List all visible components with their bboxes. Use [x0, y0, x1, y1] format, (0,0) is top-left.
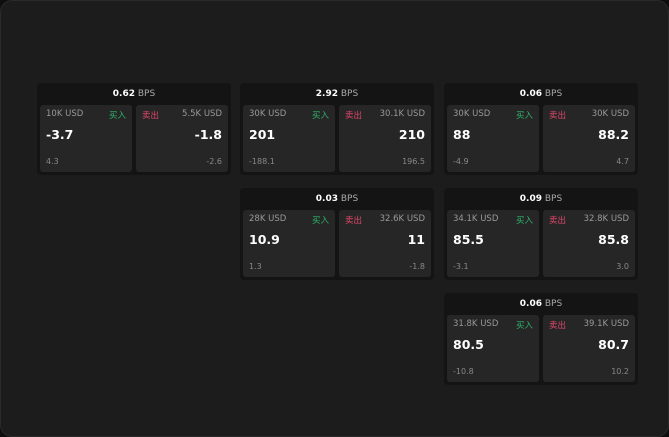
sell-panel[interactable]: 卖出 30.1K USD 210 196.5: [339, 105, 431, 172]
bid-size: 28K USD: [249, 214, 287, 224]
spread-header: 0.09 BPS: [444, 188, 638, 210]
quote-card: 0.62 BPS 10K USD 买入 -3.7 4.3 卖出 5.5K USD -…: [37, 83, 231, 175]
spread-value: 0.62: [112, 89, 135, 99]
bid-price: 10.9: [249, 232, 280, 247]
buy-panel[interactable]: 28K USD 买入 10.9 1.3: [243, 210, 335, 277]
buy-label: 买入: [515, 216, 533, 226]
quote-card: 0.03 BPS 28K USD 买入 10.9 1.3 卖出 32.6K USD …: [240, 188, 434, 280]
spread-unit: BPS: [340, 194, 359, 204]
bid-size: 34.1K USD: [453, 214, 499, 224]
ask-price: 88.2: [598, 127, 629, 142]
ask-size: 30.1K USD: [379, 109, 425, 119]
bid-price: 88: [453, 127, 471, 142]
bid-change: 4.3: [46, 157, 59, 166]
sell-label: 卖出: [345, 216, 363, 226]
bid-change: 1.3: [249, 262, 262, 271]
buy-panel[interactable]: 30K USD 买入 201 -188.1: [243, 105, 335, 172]
sell-label: 卖出: [549, 111, 567, 121]
spread-value: 0.09: [519, 194, 542, 204]
ask-change: 196.5: [402, 157, 425, 166]
bid-price: 80.5: [453, 337, 484, 352]
bid-size: 31.8K USD: [453, 319, 499, 329]
spread-header: 0.06 BPS: [444, 293, 638, 315]
ask-price: 210: [398, 127, 425, 142]
spread-header: 2.92 BPS: [240, 83, 434, 105]
spread-unit: BPS: [544, 299, 563, 309]
ask-change: 3.0: [616, 262, 629, 271]
ask-change: -2.6: [206, 157, 222, 166]
ask-price: 11: [407, 232, 425, 247]
ask-price: 85.8: [598, 232, 629, 247]
sell-panel[interactable]: 卖出 32.6K USD 11 -1.8: [339, 210, 431, 277]
bid-change: -10.8: [453, 367, 474, 376]
spread-header: 0.06 BPS: [444, 83, 638, 105]
bid-price: 201: [249, 127, 276, 142]
bid-price: -3.7: [46, 127, 74, 142]
sell-panel[interactable]: 卖出 39.1K USD 80.7 10.2: [543, 315, 635, 382]
ask-change: -1.8: [409, 262, 425, 271]
quote-card: 2.92 BPS 30K USD 买入 201 -188.1 卖出 30.1K US…: [240, 83, 434, 175]
buy-label: 买入: [515, 111, 533, 121]
buy-panel[interactable]: 34.1K USD 买入 85.5 -3.1: [447, 210, 539, 277]
spread-unit: BPS: [137, 89, 156, 99]
ask-size: 32.6K USD: [379, 214, 425, 224]
bid-size: 30K USD: [453, 109, 491, 119]
buy-label: 买入: [311, 111, 329, 121]
bid-size: 30K USD: [249, 109, 287, 119]
sell-label: 卖出: [549, 216, 567, 226]
spread-value: 0.03: [315, 194, 338, 204]
sell-panel[interactable]: 卖出 30K USD 88.2 4.7: [543, 105, 635, 172]
ask-price: -1.8: [194, 127, 222, 142]
bid-size: 10K USD: [46, 109, 84, 119]
sell-panel[interactable]: 卖出 32.8K USD 85.8 3.0: [543, 210, 635, 277]
bid-change: -4.9: [453, 157, 469, 166]
bid-price: 85.5: [453, 232, 484, 247]
buy-label: 买入: [108, 111, 126, 121]
ask-change: 10.2: [611, 367, 629, 376]
quote-card: 0.09 BPS 34.1K USD 买入 85.5 -3.1 卖出 32.8K U…: [444, 188, 638, 280]
buy-panel[interactable]: 31.8K USD 买入 80.5 -10.8: [447, 315, 539, 382]
bid-change: -188.1: [249, 157, 275, 166]
sell-label: 卖出: [142, 111, 160, 121]
ask-size: 5.5K USD: [182, 109, 222, 119]
buy-label: 买入: [515, 321, 533, 331]
ask-price: 80.7: [598, 337, 629, 352]
spread-header: 0.62 BPS: [37, 83, 231, 105]
sell-label: 卖出: [549, 321, 567, 331]
bid-change: -3.1: [453, 262, 469, 271]
buy-panel[interactable]: 10K USD 买入 -3.7 4.3: [40, 105, 132, 172]
spread-value: 2.92: [315, 89, 338, 99]
ask-size: 39.1K USD: [583, 319, 629, 329]
sell-panel[interactable]: 卖出 5.5K USD -1.8 -2.6: [136, 105, 228, 172]
quote-card: 0.06 BPS 31.8K USD 买入 80.5 -10.8 卖出 39.1K …: [444, 293, 638, 385]
spread-header: 0.03 BPS: [240, 188, 434, 210]
ask-size: 32.8K USD: [583, 214, 629, 224]
sell-label: 卖出: [345, 111, 363, 121]
quote-card: 0.06 BPS 30K USD 买入 88 -4.9 卖出 30K USD 88.…: [444, 83, 638, 175]
ask-change: 4.7: [616, 157, 629, 166]
spread-value: 0.06: [519, 299, 542, 309]
spread-unit: BPS: [544, 89, 563, 99]
buy-panel[interactable]: 30K USD 买入 88 -4.9: [447, 105, 539, 172]
spread-unit: BPS: [340, 89, 359, 99]
spread-unit: BPS: [544, 194, 563, 204]
spread-value: 0.06: [519, 89, 542, 99]
buy-label: 买入: [311, 216, 329, 226]
ask-size: 30K USD: [591, 109, 629, 119]
